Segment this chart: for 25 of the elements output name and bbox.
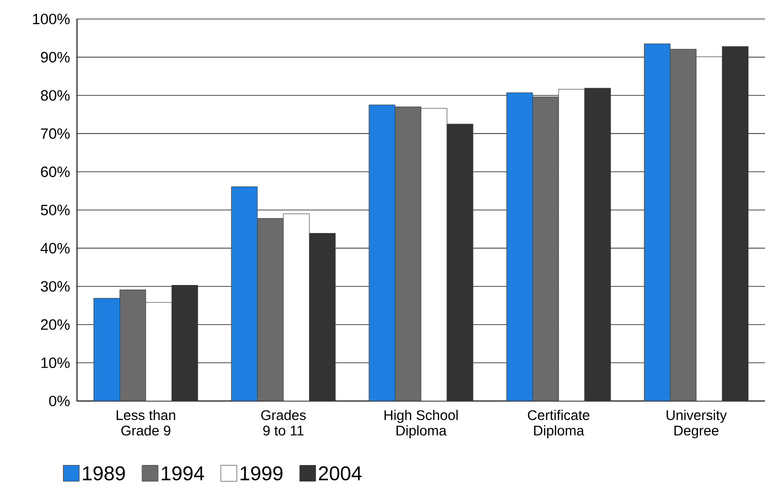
x-tick-label: Less than Grade 9 bbox=[116, 410, 176, 436]
bar bbox=[257, 218, 284, 401]
legend-label: 1989 bbox=[83, 466, 125, 480]
bar bbox=[532, 96, 559, 401]
bar bbox=[394, 106, 422, 401]
y-tick-label: 50% bbox=[40, 204, 70, 216]
x-tick-label: High School Diploma bbox=[384, 410, 458, 438]
legend-label: 1999 bbox=[240, 466, 282, 480]
y-tick-label: 20% bbox=[41, 319, 70, 330]
x-tick-label: University Degree bbox=[666, 410, 727, 438]
y-tick-label: 60% bbox=[41, 166, 70, 178]
bar bbox=[120, 290, 146, 401]
legend-label: 2004 bbox=[318, 466, 362, 480]
legend-label: 1994 bbox=[162, 466, 204, 480]
y-tick-label: 70% bbox=[41, 128, 70, 139]
y-tick-label: 90% bbox=[40, 52, 70, 62]
y-tick-label: 100% bbox=[33, 14, 70, 24]
x-tick-label: Certificate Diploma bbox=[528, 410, 590, 438]
y-tick-label: 80% bbox=[40, 90, 70, 101]
y-tick-label: 0% bbox=[49, 396, 70, 406]
x-tick-label: Grades 9 to 11 bbox=[261, 410, 306, 436]
bar bbox=[670, 48, 696, 401]
y-tick-label: 30% bbox=[40, 281, 70, 292]
y-tick-label: 10% bbox=[41, 357, 70, 368]
y-tick-label: 40% bbox=[40, 242, 70, 254]
